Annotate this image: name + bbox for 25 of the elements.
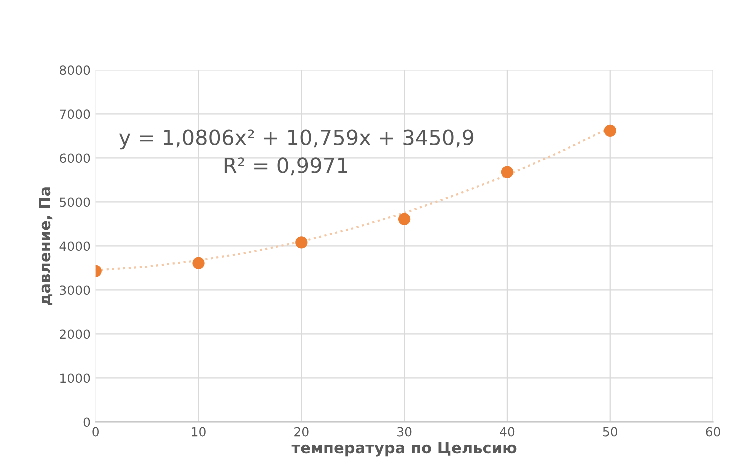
x-tick-label: 0 [92, 427, 99, 437]
x-tick-label: 10 [192, 427, 206, 437]
point [192, 257, 205, 270]
y-tick-label: 8000 [60, 66, 90, 76]
point [604, 124, 616, 138]
y-tick-label: 2000 [60, 330, 90, 340]
x-tick-label: 40 [500, 427, 515, 437]
x-tick-label: 50 [603, 427, 618, 437]
y-tick-label: 4000 [60, 242, 90, 252]
x-tick-label: 60 [706, 427, 720, 437]
y-tick-label: 5000 [60, 198, 90, 208]
point [296, 236, 308, 249]
x-axis-title: температура по Цельсию [292, 442, 517, 457]
y-tick-label: 3000 [60, 286, 90, 296]
y-tick-label: 7000 [60, 110, 90, 120]
y-tick-label: 1000 [60, 374, 90, 384]
annotation: y = 1,0806x² + 10,759x + 3450,9 [120, 130, 474, 150]
point [398, 213, 411, 226]
y-axis-title: давление, Па [39, 188, 53, 306]
x-tick-label: 30 [398, 427, 412, 437]
annotation: R² = 0,9971 [224, 158, 348, 176]
x-tick-label: 20 [294, 427, 309, 437]
point [501, 166, 514, 178]
y-tick-label: 6000 [60, 154, 90, 164]
y-tick-label: 0 [84, 418, 90, 428]
